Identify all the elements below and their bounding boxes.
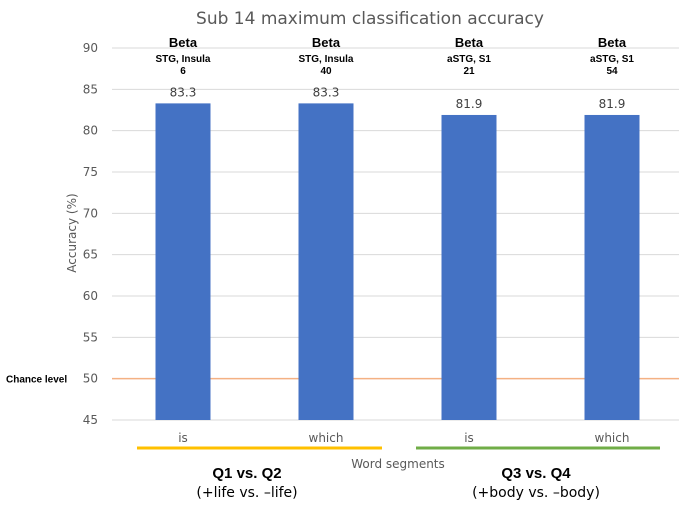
group-sublabel: (+life vs. –life): [196, 485, 297, 501]
chance-level-label: Chance level: [6, 375, 67, 386]
y-tick-label: 75: [83, 165, 98, 179]
bar: [441, 114, 497, 421]
category-label: is: [464, 431, 474, 445]
bar-value-label: 81.9: [599, 97, 626, 111]
x-axis-title: Word segments: [351, 457, 445, 471]
annotation-band: Beta: [455, 35, 484, 50]
bar-value-label: 81.9: [456, 97, 483, 111]
y-tick-label: 45: [83, 413, 98, 427]
y-axis-ticks: 45 50 55 60 65 70 75 80 85 90: [83, 41, 98, 427]
y-tick-label: 90: [83, 41, 98, 55]
annotation-region: aSTG, S1: [590, 54, 634, 65]
comparison-groups: Q1 vs. Q2 (+life vs. –life) Q3 vs. Q4 (+bod…: [137, 446, 660, 501]
annotation-band: Beta: [312, 35, 341, 50]
y-tick-label: 70: [83, 206, 98, 220]
annotation-region: aSTG, S1: [447, 54, 491, 65]
bars: [155, 103, 640, 421]
group-sublabel: (+body vs. –body): [472, 485, 600, 501]
category-label: is: [178, 431, 188, 445]
chart-title: Sub 14 maximum classification accuracy: [196, 9, 544, 29]
y-tick-label: 80: [83, 124, 98, 138]
y-tick-label: 50: [83, 372, 98, 386]
bar: [584, 114, 640, 421]
annotation-count: 54: [606, 66, 618, 77]
group-label: Q1 vs. Q2: [212, 465, 281, 482]
x-axis-categories: is which is which: [178, 431, 629, 445]
annotation-region: STG, Insula: [298, 54, 353, 65]
y-tick-label: 60: [83, 289, 98, 303]
y-axis-title: Accuracy (%): [65, 193, 79, 272]
y-tick-label: 85: [83, 82, 98, 96]
bar-value-label: 83.3: [170, 85, 197, 99]
annotation-count: 6: [180, 66, 186, 77]
category-label: which: [309, 431, 344, 445]
annotation-region: STG, Insula: [155, 54, 210, 65]
bar: [155, 103, 211, 421]
group-label: Q3 vs. Q4: [501, 465, 571, 482]
bar: [298, 103, 354, 421]
annotation-count: 21: [463, 66, 475, 77]
bar-value-label: 83.3: [313, 85, 340, 99]
annotation-count: 40: [320, 66, 332, 77]
y-tick-label: 55: [83, 330, 98, 344]
annotation-band: Beta: [169, 35, 198, 50]
annotation-band: Beta: [598, 35, 627, 50]
data-labels: 83.3 83.3 81.9 81.9: [170, 85, 626, 111]
category-label: which: [595, 431, 630, 445]
y-tick-label: 65: [83, 248, 98, 262]
